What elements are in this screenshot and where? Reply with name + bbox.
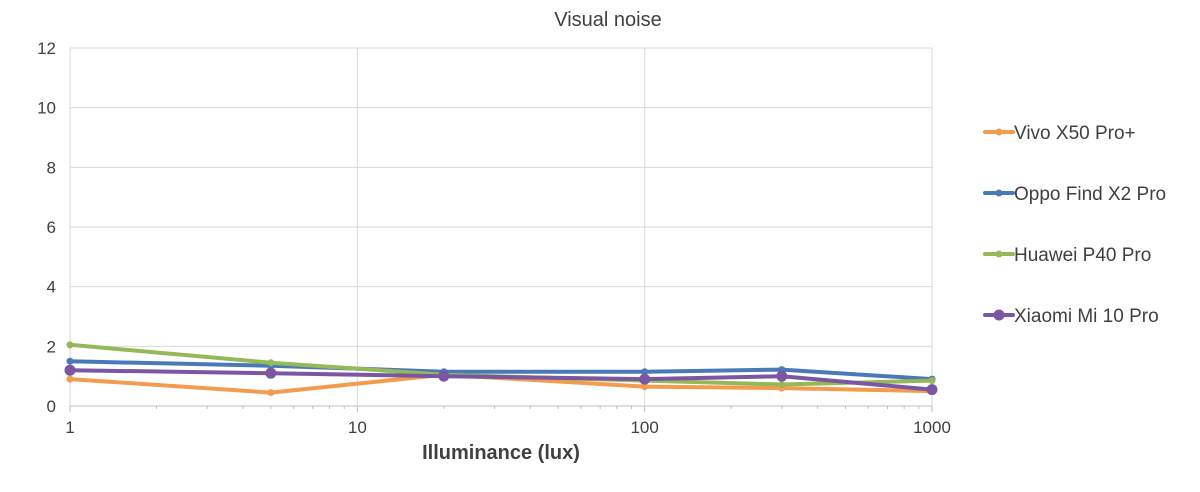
y-tick-label: 12 bbox=[37, 39, 56, 58]
data-point bbox=[66, 341, 74, 349]
series-layer bbox=[64, 341, 938, 397]
y-tick-label: 2 bbox=[47, 337, 56, 356]
y-tick-label: 8 bbox=[47, 158, 56, 177]
legend: Vivo X50 Pro+ Oppo Find X2 Pro Huawei P40 … bbox=[983, 123, 1166, 327]
data-point bbox=[267, 359, 275, 367]
data-point bbox=[66, 357, 74, 365]
data-point bbox=[641, 368, 649, 376]
data-point bbox=[778, 381, 786, 389]
y-tick-label: 6 bbox=[47, 218, 56, 237]
legend-label: Huawei P40 Pro bbox=[1014, 245, 1151, 266]
data-point bbox=[776, 370, 788, 382]
x-axis-title: Illuminance (lux) bbox=[422, 442, 580, 464]
x-tick-label: 10 bbox=[348, 418, 367, 437]
data-point bbox=[641, 383, 649, 391]
series-line bbox=[68, 359, 934, 382]
data-point bbox=[66, 375, 74, 383]
legend-label: Oppo Find X2 Pro bbox=[1014, 184, 1166, 205]
legend-entry: Vivo X50 Pro+ bbox=[983, 123, 1136, 144]
legend-entry: Xiaomi Mi 10 Pro bbox=[983, 306, 1159, 327]
legend-swatch-marker bbox=[995, 189, 1003, 197]
legend-entry: Huawei P40 Pro bbox=[983, 245, 1151, 266]
data-point bbox=[928, 377, 936, 385]
legend-swatch-marker bbox=[993, 309, 1005, 321]
data-point bbox=[438, 370, 450, 382]
chart-title: Visual noise bbox=[554, 9, 661, 31]
legend-label: Vivo X50 Pro+ bbox=[1014, 123, 1136, 144]
y-tick-label: 4 bbox=[47, 278, 56, 297]
data-point bbox=[639, 373, 651, 385]
series-line bbox=[68, 372, 934, 395]
data-point bbox=[267, 389, 275, 397]
axis-layer: 0 2 4 6 8 10 12 1 10 100 1000 bbox=[37, 39, 951, 437]
data-point bbox=[265, 367, 277, 379]
legend-label: Xiaomi Mi 10 Pro bbox=[1014, 306, 1159, 327]
x-tick-label: 100 bbox=[630, 418, 658, 437]
legend-swatch-marker bbox=[995, 128, 1003, 136]
y-tick-label: 0 bbox=[47, 397, 56, 416]
y-tick-label: 10 bbox=[37, 99, 56, 118]
x-tick-label: 1 bbox=[65, 418, 74, 437]
series-line bbox=[68, 368, 934, 392]
data-point bbox=[64, 364, 76, 376]
legend-swatch-marker bbox=[995, 250, 1003, 258]
series-xiaomi-mi-10-pro bbox=[64, 364, 938, 396]
legend-entry: Oppo Find X2 Pro bbox=[983, 184, 1166, 205]
grid-layer bbox=[69, 47, 933, 407]
x-tick-label: 1000 bbox=[913, 418, 951, 437]
data-point bbox=[926, 384, 938, 396]
